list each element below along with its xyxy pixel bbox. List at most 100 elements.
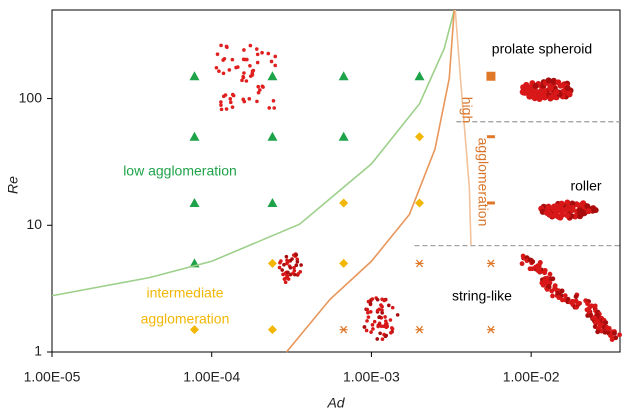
particle — [247, 97, 252, 101]
particle — [370, 297, 375, 301]
particle — [248, 43, 253, 48]
particle — [375, 308, 380, 313]
particle — [282, 262, 286, 267]
particle — [266, 51, 271, 56]
annotation: prolate spheroid — [492, 41, 592, 57]
particle — [547, 85, 554, 92]
boundary-curve — [51, 9, 456, 297]
particle — [258, 88, 262, 92]
triangle-marker — [338, 131, 349, 141]
particle — [230, 105, 235, 109]
particle — [378, 331, 382, 336]
particle — [365, 307, 370, 312]
dash-marker — [486, 135, 495, 139]
particle — [395, 313, 400, 317]
y-tick-label: 100 — [19, 89, 43, 105]
particle — [260, 84, 265, 89]
particle — [527, 93, 534, 100]
triangle-marker — [189, 131, 200, 141]
asterisk-marker — [415, 325, 424, 334]
annotation: agglomeration — [475, 138, 491, 227]
asterisk-marker — [486, 259, 495, 268]
annotation: string-like — [452, 288, 512, 304]
particle — [563, 206, 570, 213]
square-marker — [486, 71, 496, 81]
particle — [612, 330, 617, 336]
particle — [388, 318, 393, 322]
particle — [550, 276, 556, 282]
particle — [370, 323, 375, 327]
particle — [559, 297, 565, 303]
particle — [550, 78, 557, 85]
particle — [230, 57, 235, 62]
x-tick-label: 1.00E-02 — [503, 369, 560, 385]
particle — [230, 92, 235, 97]
particle — [387, 303, 391, 308]
triangle-marker — [189, 71, 200, 81]
particle — [299, 263, 303, 267]
particle — [277, 265, 282, 270]
particle — [296, 272, 301, 276]
particle — [384, 325, 389, 330]
particle — [552, 284, 558, 290]
particle — [273, 54, 278, 59]
particle — [248, 64, 252, 68]
particle — [242, 71, 246, 75]
particle — [613, 335, 619, 341]
particle — [219, 107, 224, 112]
asterisk-marker — [415, 259, 424, 268]
particle — [530, 259, 536, 265]
boundary-curve — [285, 9, 456, 353]
particle — [254, 47, 259, 51]
triangle-marker — [267, 131, 278, 141]
particle — [575, 300, 581, 306]
particle — [537, 269, 543, 275]
dash-marker — [486, 201, 495, 205]
particle — [368, 301, 373, 306]
particle — [368, 310, 373, 314]
triangle-marker — [338, 71, 349, 81]
particle — [617, 332, 622, 338]
particle — [281, 272, 285, 277]
y-tick-label: 1 — [34, 343, 42, 359]
particle — [546, 211, 553, 218]
particle — [597, 324, 603, 330]
particle — [242, 48, 246, 52]
particle — [384, 333, 389, 338]
particle — [540, 282, 546, 288]
particle — [215, 52, 220, 56]
plot-frame — [51, 9, 621, 353]
particle — [269, 59, 274, 64]
particle — [587, 305, 593, 310]
particle — [380, 337, 385, 341]
particle — [389, 330, 393, 335]
particle — [294, 263, 299, 268]
particle — [255, 60, 260, 65]
particle — [221, 94, 226, 99]
particle — [545, 77, 552, 84]
particle — [569, 200, 576, 207]
particle — [273, 63, 278, 68]
particle — [558, 200, 565, 207]
particle — [555, 79, 562, 86]
particle — [569, 207, 576, 214]
particle — [362, 325, 367, 329]
particle — [260, 50, 264, 55]
particle — [224, 44, 229, 49]
particle — [595, 329, 601, 335]
particle — [520, 253, 526, 259]
particle — [545, 204, 552, 211]
triangle-marker — [189, 197, 200, 207]
triangle-marker — [267, 197, 278, 207]
particle — [536, 263, 542, 269]
x-tick-label: 1.00E-04 — [183, 369, 240, 385]
diamond-marker — [339, 198, 349, 208]
particle — [366, 315, 371, 319]
particle — [559, 288, 565, 294]
particle — [606, 325, 612, 331]
particle — [217, 69, 221, 74]
particle — [562, 293, 568, 299]
annotation: agglomeration — [141, 311, 230, 327]
particle — [595, 318, 601, 324]
